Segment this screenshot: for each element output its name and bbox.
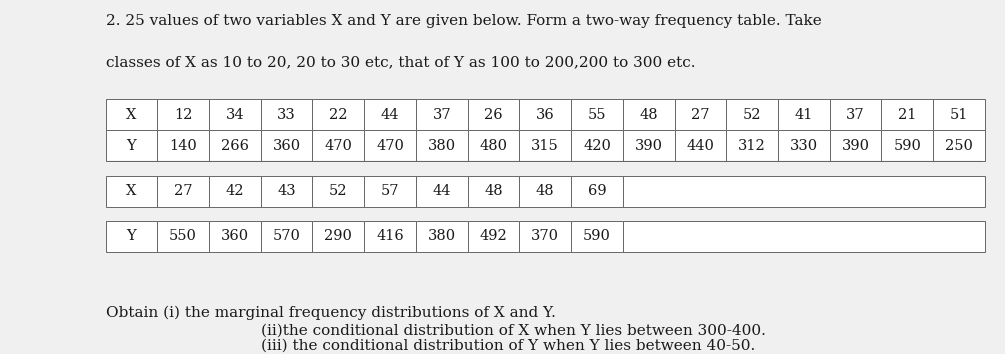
Text: 27: 27 bbox=[691, 108, 710, 122]
Text: 51: 51 bbox=[950, 108, 968, 122]
Text: Obtain (i) the marginal frequency distributions of X and Y.: Obtain (i) the marginal frequency distri… bbox=[106, 306, 556, 320]
Text: 290: 290 bbox=[325, 229, 352, 244]
Text: 48: 48 bbox=[639, 108, 658, 122]
Text: 315: 315 bbox=[532, 139, 559, 153]
Text: 48: 48 bbox=[484, 184, 502, 198]
Text: 492: 492 bbox=[479, 229, 508, 244]
Text: 420: 420 bbox=[583, 139, 611, 153]
Text: 470: 470 bbox=[325, 139, 352, 153]
Text: 370: 370 bbox=[532, 229, 559, 244]
Text: 26: 26 bbox=[484, 108, 502, 122]
Text: (ii)the conditional distribution of X when Y lies between 300-400.: (ii)the conditional distribution of X wh… bbox=[261, 323, 766, 337]
Text: 44: 44 bbox=[432, 184, 451, 198]
Text: 440: 440 bbox=[686, 139, 715, 153]
Text: Y: Y bbox=[127, 139, 137, 153]
Text: Y: Y bbox=[127, 229, 137, 244]
Text: 37: 37 bbox=[846, 108, 865, 122]
Text: 380: 380 bbox=[428, 229, 456, 244]
Text: 12: 12 bbox=[174, 108, 192, 122]
Text: 44: 44 bbox=[381, 108, 399, 122]
Text: 590: 590 bbox=[583, 229, 611, 244]
Text: 41: 41 bbox=[795, 108, 813, 122]
Text: 570: 570 bbox=[272, 229, 300, 244]
Text: 52: 52 bbox=[329, 184, 348, 198]
Text: 22: 22 bbox=[329, 108, 348, 122]
Text: 550: 550 bbox=[169, 229, 197, 244]
Text: 27: 27 bbox=[174, 184, 192, 198]
Text: 480: 480 bbox=[479, 139, 508, 153]
Text: classes of X as 10 to 20, 20 to 30 etc, that of Y as 100 to 200,200 to 300 etc.: classes of X as 10 to 20, 20 to 30 etc, … bbox=[106, 55, 695, 69]
Text: 140: 140 bbox=[169, 139, 197, 153]
Text: 33: 33 bbox=[277, 108, 295, 122]
Text: 21: 21 bbox=[898, 108, 917, 122]
Text: 37: 37 bbox=[432, 108, 451, 122]
Text: 52: 52 bbox=[743, 108, 762, 122]
Text: 590: 590 bbox=[893, 139, 922, 153]
Text: 34: 34 bbox=[225, 108, 244, 122]
Text: 360: 360 bbox=[272, 139, 300, 153]
Text: 43: 43 bbox=[277, 184, 295, 198]
Text: X: X bbox=[127, 108, 137, 122]
Text: 380: 380 bbox=[428, 139, 456, 153]
Text: 36: 36 bbox=[536, 108, 555, 122]
Text: 55: 55 bbox=[588, 108, 606, 122]
Text: 2. 25 values of two variables X and Y are given below. Form a two-way frequency : 2. 25 values of two variables X and Y ar… bbox=[106, 14, 821, 28]
Text: 312: 312 bbox=[739, 139, 766, 153]
Text: 470: 470 bbox=[376, 139, 404, 153]
Text: 250: 250 bbox=[945, 139, 973, 153]
Text: X: X bbox=[127, 184, 137, 198]
Text: 390: 390 bbox=[841, 139, 869, 153]
Text: (iii) the conditional distribution of Y when Y lies between 40-50.: (iii) the conditional distribution of Y … bbox=[261, 338, 756, 352]
Text: 69: 69 bbox=[588, 184, 606, 198]
Text: 330: 330 bbox=[790, 139, 818, 153]
Text: 57: 57 bbox=[381, 184, 399, 198]
Text: 42: 42 bbox=[225, 184, 244, 198]
Text: 390: 390 bbox=[635, 139, 662, 153]
Text: 416: 416 bbox=[376, 229, 404, 244]
Text: 360: 360 bbox=[221, 229, 249, 244]
Text: 48: 48 bbox=[536, 184, 555, 198]
Text: 266: 266 bbox=[221, 139, 249, 153]
